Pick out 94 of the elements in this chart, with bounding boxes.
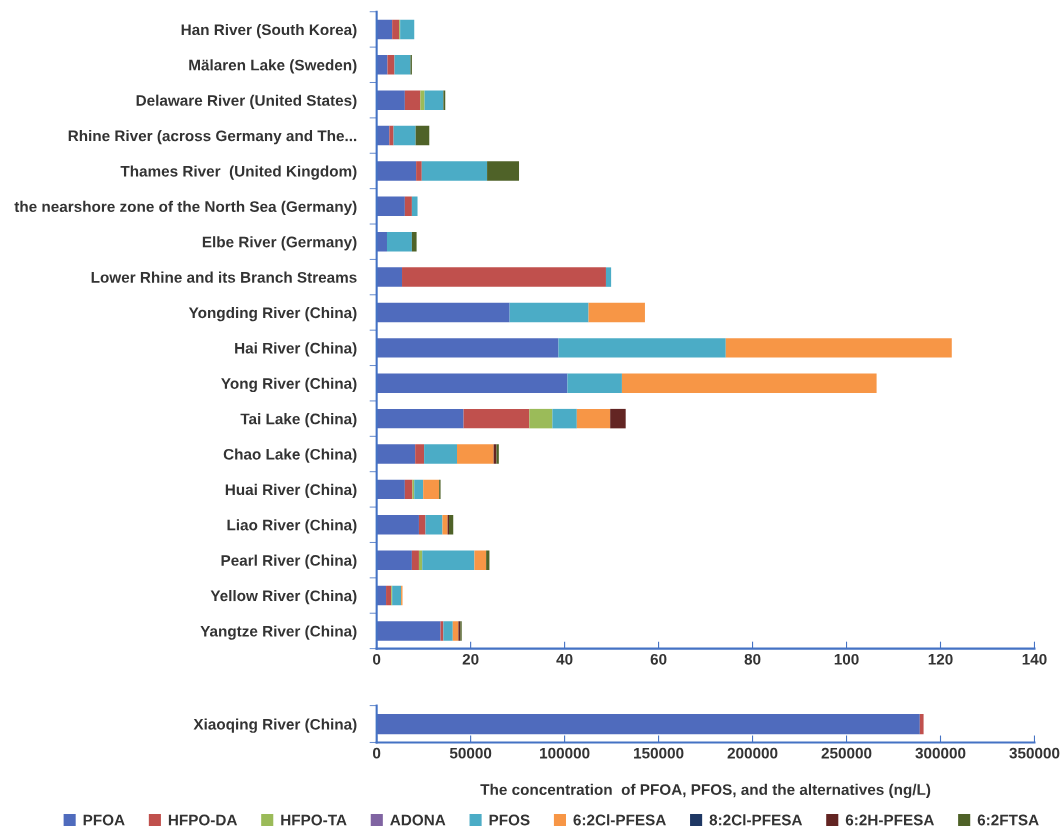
bar	[424, 444, 457, 464]
y-tick-label: Mälaren Lake (Sweden)	[189, 59, 357, 74]
bar	[449, 515, 454, 535]
bar	[457, 444, 494, 464]
bar	[386, 585, 392, 606]
bar	[567, 373, 622, 393]
y-tick-label: Yangtze River (China)	[200, 625, 357, 640]
bar	[509, 302, 589, 323]
bar	[402, 267, 606, 287]
y-tick-label: Liao River (China)	[227, 519, 357, 534]
bar	[424, 90, 444, 110]
legend-label: PFOS	[489, 814, 530, 826]
bar	[411, 231, 417, 252]
x-tick-label: 100000	[540, 747, 590, 759]
bar	[486, 550, 490, 570]
bar	[421, 161, 488, 181]
x-tick-label: 350000	[1009, 747, 1060, 759]
x-tick-label: 0	[373, 747, 381, 759]
bar	[610, 408, 626, 429]
y-tick-label: Han River (South Korea)	[181, 23, 357, 39]
bar	[393, 125, 416, 146]
y-tick-label: Hai River (China)	[235, 342, 357, 357]
y-tick-label: Lower Rhine and its Branch Streams	[91, 271, 357, 283]
bar	[420, 90, 425, 110]
x-tick-label: 250000	[821, 747, 872, 759]
bar	[588, 302, 645, 323]
bar	[387, 55, 395, 75]
x-axis-title: The concentration of PFOA, PFOS, and the alternatives (ng/L)	[480, 783, 931, 799]
y-tick-label: Xiaoqing River (China)	[193, 718, 357, 733]
y-tick-label: Yellow River (China)	[210, 590, 357, 605]
x-tick-label: 120	[928, 653, 953, 665]
legend-label: PFOA	[83, 814, 125, 826]
y-tick-label: Tai Lake (China)	[240, 413, 357, 428]
legend-label: 6:2H-PFESA	[845, 814, 934, 826]
legend-label: HFPO-TA	[281, 814, 347, 826]
bar	[404, 479, 413, 500]
bar	[621, 373, 877, 393]
x-tick-label: 300000	[915, 747, 966, 759]
y-tick-label: Delaware River (United States)	[136, 94, 357, 109]
bar	[552, 408, 577, 429]
bar	[474, 550, 487, 570]
legend-label: 6:2Cl-PFESA	[573, 814, 666, 826]
legend-label: HFPO-DA	[168, 814, 238, 826]
legend-label: 8:2Cl-PFESA	[709, 814, 803, 826]
x-tick-label: 200000	[727, 747, 778, 759]
bar	[422, 550, 475, 570]
bar	[487, 161, 520, 181]
x-tick-label: 150000	[634, 747, 684, 759]
bar	[386, 231, 412, 252]
bar	[394, 55, 411, 75]
y-tick-label: Pearl River (China)	[221, 554, 357, 569]
bar	[392, 19, 400, 40]
legend-label: 6:2FTSA	[977, 814, 1039, 826]
x-tick-label: 20	[462, 653, 479, 665]
y-tick-label: Yongding River (China)	[188, 306, 357, 322]
x-tick-label: 80	[744, 653, 761, 665]
y-tick-label: Thames River (United Kingdom)	[120, 165, 357, 180]
bar	[463, 408, 530, 429]
y-tick-label: the nearshore zone of the North Sea (Germany)	[14, 200, 357, 216]
y-tick-label: Huai River (China)	[225, 483, 357, 499]
bar	[529, 408, 553, 429]
y-tick-label: Chao Lake (China)	[223, 448, 357, 463]
bar	[415, 125, 430, 146]
x-tick-label: 50000	[449, 747, 492, 759]
x-tick-label: 40	[556, 653, 573, 665]
bar	[443, 621, 453, 641]
bar	[442, 515, 448, 535]
bar	[392, 585, 402, 606]
y-tick-label: Yong River (China)	[221, 377, 357, 393]
bar	[452, 621, 459, 641]
bar	[389, 125, 394, 146]
bar	[576, 408, 611, 429]
y-tick-label: Rhine River (across Germany and The...	[68, 130, 357, 145]
y-tick-label: Elbe River (Germany)	[202, 236, 357, 251]
bar	[558, 338, 726, 358]
bar	[404, 90, 421, 110]
x-tick-label: 100	[834, 653, 859, 665]
bar	[418, 515, 426, 535]
legend-label: ADONA	[390, 814, 446, 826]
bar	[605, 267, 612, 287]
bar	[725, 338, 952, 358]
bar	[415, 444, 425, 464]
x-tick-label: 60	[650, 653, 667, 665]
bar	[411, 196, 418, 217]
bar	[418, 550, 423, 570]
bar	[423, 479, 440, 500]
bar	[416, 161, 422, 181]
x-tick-label: 0	[373, 653, 381, 665]
bar	[411, 550, 419, 570]
bar	[404, 196, 412, 217]
x-tick-label: 140	[1022, 653, 1047, 665]
bar	[414, 479, 424, 500]
bar	[425, 515, 443, 535]
bar	[400, 19, 415, 40]
